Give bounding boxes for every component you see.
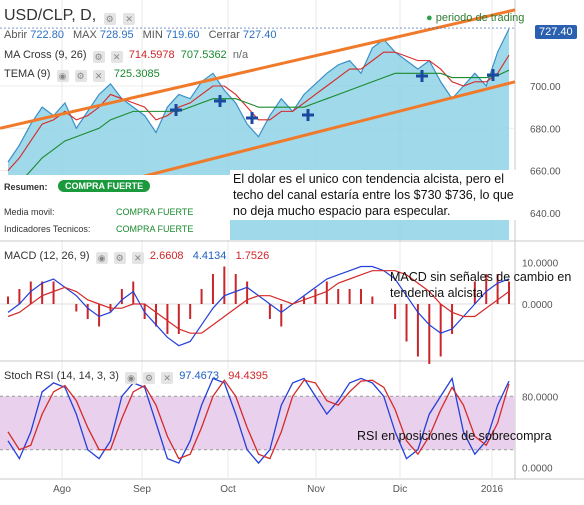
last-price-tag: 727.40 [535,25,577,39]
y-tick-label: 0.0000 [522,464,553,475]
legend-trading-label: periodo de trading [435,12,525,24]
legend-dot-icon: ● [426,12,433,24]
x-tick-label: Ago [53,484,71,495]
x-tick-label: Dic [393,484,407,495]
macd-header: MACD (12, 26, 9) ◉ ⚙ ✕ 2.6608 4.4134 1.7… [4,250,269,264]
ma-cross-value-3: n/a [232,49,249,61]
tema-close-icon[interactable]: ✕ [92,70,105,82]
y-tick-label: 640.00 [530,209,561,220]
macd-value-2: 4.4134 [192,250,227,262]
x-tick-label: Nov [307,484,325,495]
ma-settings-icon[interactable]: ⚙ [92,51,105,63]
stoch-value-1: 97.4673 [179,370,220,382]
tema-eye-icon[interactable]: ◉ [56,70,69,82]
y-tick-label: 700.00 [530,82,561,93]
macd-label: MACD (12, 26, 9) [4,250,90,262]
y-tick-label: 0.0000 [522,300,553,311]
stoch-eye-icon[interactable]: ◉ [125,372,138,384]
ohlc-row: Abrir 722.80 MAX 728.95 MIN 719.60 Cerra… [4,29,282,42]
summary-box: Resumen: COMPRA FUERTE Media movil: COMP… [0,175,230,240]
ohlc-max-label: MAX [73,29,97,41]
ohlc-close-label: Cerrar [208,29,240,41]
cross-marker-icon [170,104,182,116]
price-annotation: El dolar es el unico con tendencia alcis… [230,170,518,220]
rsi-annotation: RSI en posiciones de sobrecompra [357,429,552,443]
summary-row-2-value: COMPRA FUERTE [116,224,194,234]
summary-row-2-label: Indicadores Tecnicos: [4,224,91,234]
channel-upper-line [0,8,516,130]
cross-marker-icon [214,95,226,107]
ma-cross-row: MA Cross (9, 26) ⚙ ✕ 714.5978 707.5362 n… [4,49,248,63]
y-tick-label: 680.00 [530,124,561,135]
stoch-close-icon[interactable]: ✕ [161,372,174,384]
ohlc-open-value: 722.80 [30,29,64,41]
ohlc-max-value: 728.95 [99,29,134,41]
y-tick-label: 660.00 [530,167,561,178]
cross-marker-icon [416,70,428,82]
signal-line [7,270,510,334]
ma-close-icon[interactable]: ✕ [110,51,123,63]
ma-cross-value-1: 714.5978 [128,49,175,61]
macd-value-1: 2.6608 [149,250,184,262]
macd-settings-icon[interactable]: ⚙ [113,252,126,264]
ohlc-min-label: MIN [142,29,163,41]
trading-period-legend: ● periodo de trading [426,12,524,24]
macd-close-icon[interactable]: ✕ [131,252,144,264]
ma-cross-label: MA Cross (9, 26) [4,49,87,61]
stoch-d-line [7,379,510,460]
tema-label: TEMA (9) [4,68,51,80]
ohlc-min-value: 719.60 [165,29,200,41]
summary-row-1-label: Media movil: [4,207,55,217]
y-tick-label: 10.0000 [522,258,559,269]
cross-marker-icon [246,112,258,124]
summary-label: Resumen: [4,182,48,192]
stoch-label: Stoch RSI (14, 14, 3, 3) [4,370,119,382]
symbol-label: USD/CLP, D, [4,7,97,24]
stoch-settings-icon[interactable]: ⚙ [143,372,156,384]
cross-marker-icon [302,109,314,121]
settings-icon[interactable]: ⚙ [103,13,116,25]
stoch-k-line [7,376,510,465]
ma-cross-value-2: 707.5362 [180,49,227,61]
tema-row: TEMA (9) ◉ ⚙ ✕ 725.3085 [4,68,160,82]
summary-row-1-value: COMPRA FUERTE [116,207,194,217]
stoch-header: Stoch RSI (14, 14, 3, 3) ◉ ⚙ ✕ 97.4673 9… [4,370,268,384]
macd-eye-icon[interactable]: ◉ [95,252,108,264]
ohlc-open-label: Abrir [4,29,28,41]
ma26-line [7,69,510,193]
symbol-title: USD/CLP, D, ⚙ ✕ [4,7,136,25]
tema-settings-icon[interactable]: ⚙ [74,70,87,82]
ohlc-close-value: 727.40 [242,29,277,41]
macd-value-3: 1.7526 [235,250,270,262]
summary-badge: COMPRA FUERTE [58,180,151,192]
x-tick-label: 2016 [481,484,504,495]
cross-marker-icon [487,69,499,81]
x-tick-label: Sep [133,484,151,495]
close-icon[interactable]: ✕ [123,13,136,25]
stoch-value-2: 94.4395 [228,370,268,382]
x-tick-label: Oct [220,484,236,495]
macd-annotation: MACD sin señales de cambio en tendencia … [390,270,572,300]
ma9-line [7,51,510,171]
y-tick-label: 80.0000 [522,392,559,403]
tema-value: 725.3085 [113,68,160,80]
